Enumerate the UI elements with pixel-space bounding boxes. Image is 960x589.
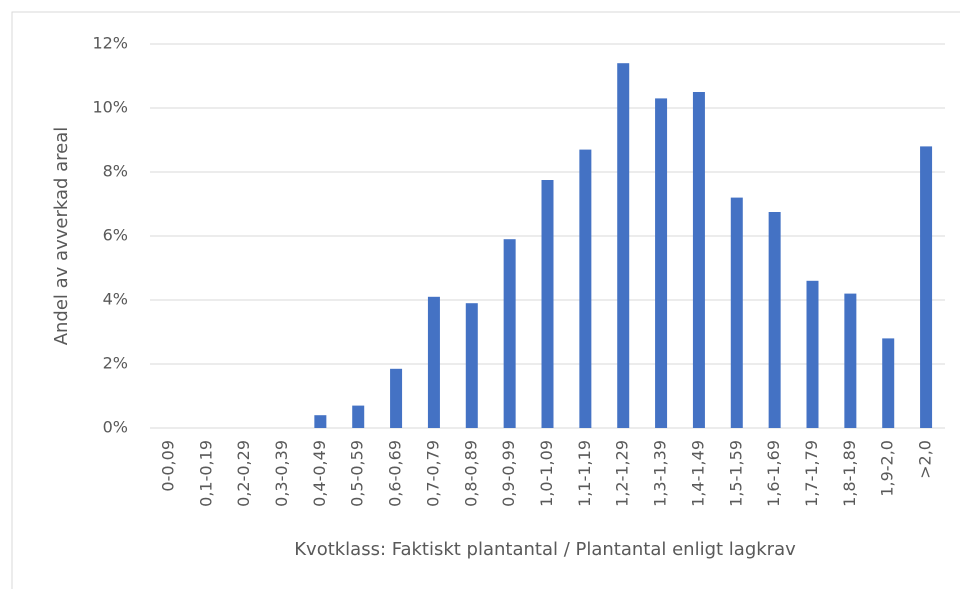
- x-tick-label: 1,8-1,89: [840, 440, 859, 507]
- y-tick-label: 10%: [92, 98, 128, 117]
- bar: [806, 280, 819, 428]
- x-tick-label: 1,2-1,29: [613, 440, 632, 507]
- x-tick-label: 0,5-0,59: [348, 440, 367, 507]
- bar: [390, 368, 403, 428]
- bar: [503, 239, 516, 428]
- chart-frame: [11, 11, 960, 589]
- x-tick-label: 0,3-0,39: [272, 440, 291, 507]
- bar: [920, 146, 933, 428]
- y-tick-label: 4%: [103, 290, 128, 309]
- y-tick-label: 0%: [103, 418, 128, 437]
- bar: [617, 63, 630, 428]
- x-tick-label: 0,1-0,19: [196, 440, 215, 507]
- y-tick-label: 2%: [103, 354, 128, 373]
- x-tick-label: 0,4-0,49: [310, 440, 329, 507]
- y-tick-label: 8%: [103, 162, 128, 181]
- x-tick-label: 0,7-0,79: [423, 440, 442, 507]
- x-axis-label: Kvotklass: Faktiskt plantantal / Plantan…: [294, 539, 796, 560]
- bar: [844, 293, 857, 428]
- bar: [692, 92, 705, 428]
- bar: [730, 197, 743, 428]
- y-tick-label: 6%: [103, 226, 128, 245]
- y-axis-label: Andel av avverkad areal: [51, 127, 72, 346]
- bar: [314, 415, 327, 428]
- bar: [352, 405, 365, 428]
- x-tick-label: 1,5-1,59: [726, 440, 745, 507]
- bar: [579, 149, 592, 428]
- x-tick-label: 1,4-1,49: [688, 440, 707, 507]
- x-tick-label: 1,0-1,09: [537, 440, 556, 507]
- x-tick-label: 0,6-0,69: [386, 440, 405, 507]
- bar: [882, 338, 895, 428]
- bar: [768, 212, 781, 428]
- bar: [465, 303, 478, 428]
- bar: [655, 98, 668, 429]
- x-tick-label: 0,8-0,89: [461, 440, 480, 507]
- x-tick-label: 1,1-1,19: [575, 440, 594, 507]
- y-tick-label: 12%: [92, 34, 128, 53]
- bar: [541, 180, 554, 428]
- x-tick-label: 0,9-0,99: [499, 440, 518, 507]
- x-tick-label: 1,6-1,69: [764, 440, 783, 507]
- x-tick-label: 1,3-1,39: [651, 440, 670, 507]
- x-tick-label: 1,9-2,0: [878, 440, 897, 497]
- x-tick-label: 0-0,09: [158, 440, 177, 492]
- x-tick-label: 1,7-1,79: [802, 440, 821, 507]
- bar: [427, 296, 440, 428]
- x-tick-label: 0,2-0,29: [234, 440, 253, 507]
- x-tick-label: >2,0: [916, 440, 935, 479]
